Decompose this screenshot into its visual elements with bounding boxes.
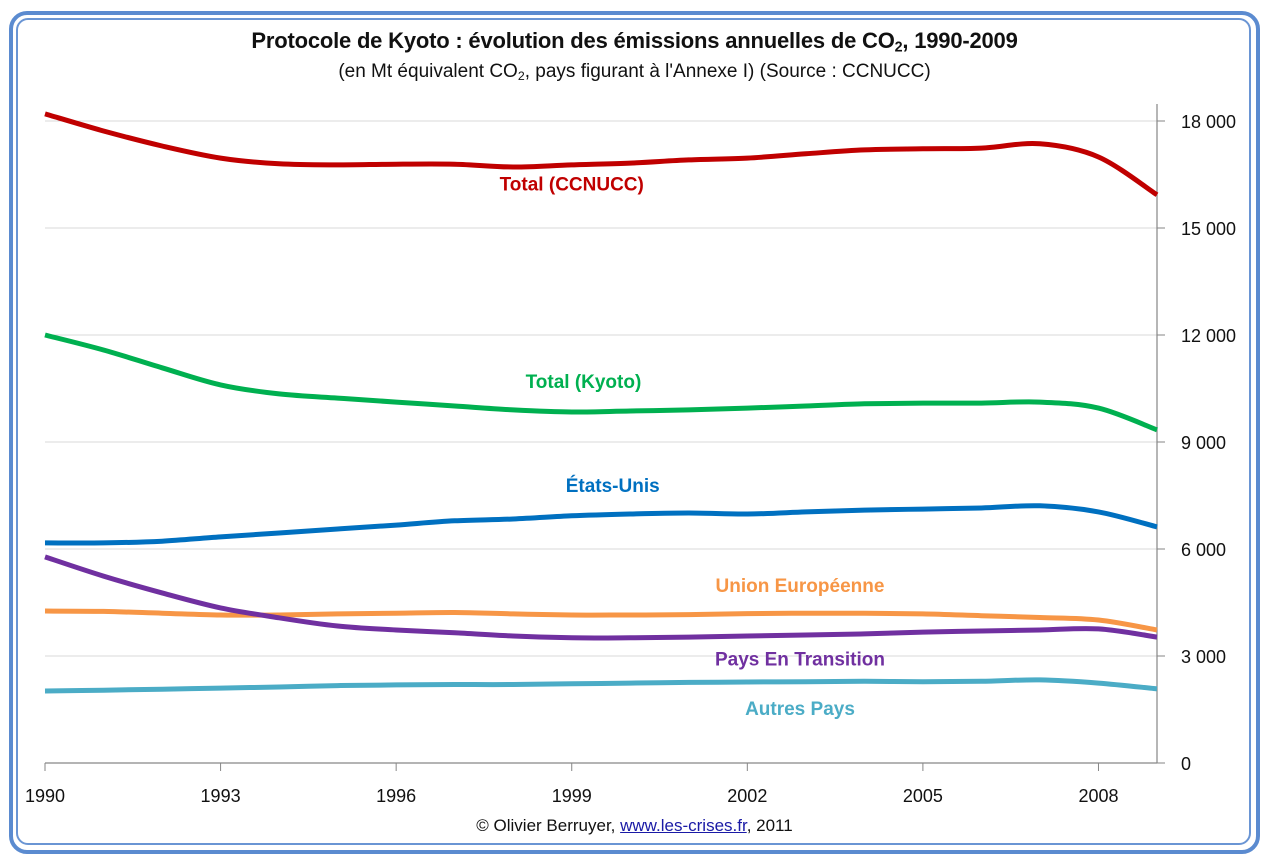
footer-credit: © Olivier Berruyer, www.les-crises.fr, 2… [0,816,1269,836]
x-tick-label: 1990 [25,786,65,806]
series-line-pays-en-transition [44,554,1158,641]
series-line-union-europeenne [44,608,1158,633]
copyright-text: © Olivier Berruyer, [476,816,621,835]
series-labels: Total (CCNUCC) Total (Kyoto) États-Unis Uni… [500,175,885,721]
x-tick-label: 1993 [201,786,241,806]
chart-frame-outer [9,11,1260,854]
series-line-autres-pays [44,677,1158,694]
chart-frame-inner [16,18,1251,845]
series-lines [44,111,1159,694]
y-tick-label: 6 000 [1181,540,1226,560]
series-label-pays-en-transition: Pays En Transition [715,650,885,671]
axes: 0 3 000 6 000 9 000 12 000 15 000 18 000 1990 19… [25,104,1236,806]
y-tick-label: 18 000 [1181,112,1236,132]
subtitle-subscript: 2 [517,69,525,84]
y-tick-label: 0 [1181,754,1191,774]
series-label-etats-unis: États-Unis [566,475,660,497]
footer-year: , 2011 [746,816,793,835]
y-tick-label: 9 000 [1181,433,1226,453]
gridlines [45,120,1157,657]
title-suffix: , 1990-2009 [902,28,1018,53]
x-tick-label: 2008 [1078,786,1118,806]
chart-title: Protocole de Kyoto : évolution des émiss… [0,28,1269,56]
y-tick-label: 15 000 [1181,219,1236,239]
y-tick-label: 12 000 [1181,326,1236,346]
series-label-autres-pays: Autres Pays [745,699,855,720]
x-tick-label: 2002 [727,786,767,806]
source-link[interactable]: www.les-crises.fr [620,816,747,835]
series-label-total-kyoto: Total (Kyoto) [526,372,642,393]
x-tick-label: 1996 [376,786,416,806]
series-line-total-kyoto [44,332,1158,433]
series-line-total-ccnucc [44,111,1159,197]
title-subscript: 2 [894,39,903,56]
x-tick-label: 1999 [552,786,592,806]
series-label-union-europeenne: Union Européenne [716,576,885,597]
subtitle-text: (en Mt équivalent CO [338,61,518,82]
subtitle-suffix: , pays figurant à l'Annexe I) (Source : … [524,61,931,82]
title-text: Protocole de Kyoto : évolution des émiss… [251,28,895,53]
series-line-etats-unis [44,503,1158,546]
y-tick-label: 3 000 [1181,647,1226,667]
x-tick-label: 2005 [903,786,943,806]
series-label-total-ccnucc: Total (CCNUCC) [500,175,644,196]
chart-subtitle: (en Mt équivalent CO2, pays figurant à l… [0,61,1269,83]
